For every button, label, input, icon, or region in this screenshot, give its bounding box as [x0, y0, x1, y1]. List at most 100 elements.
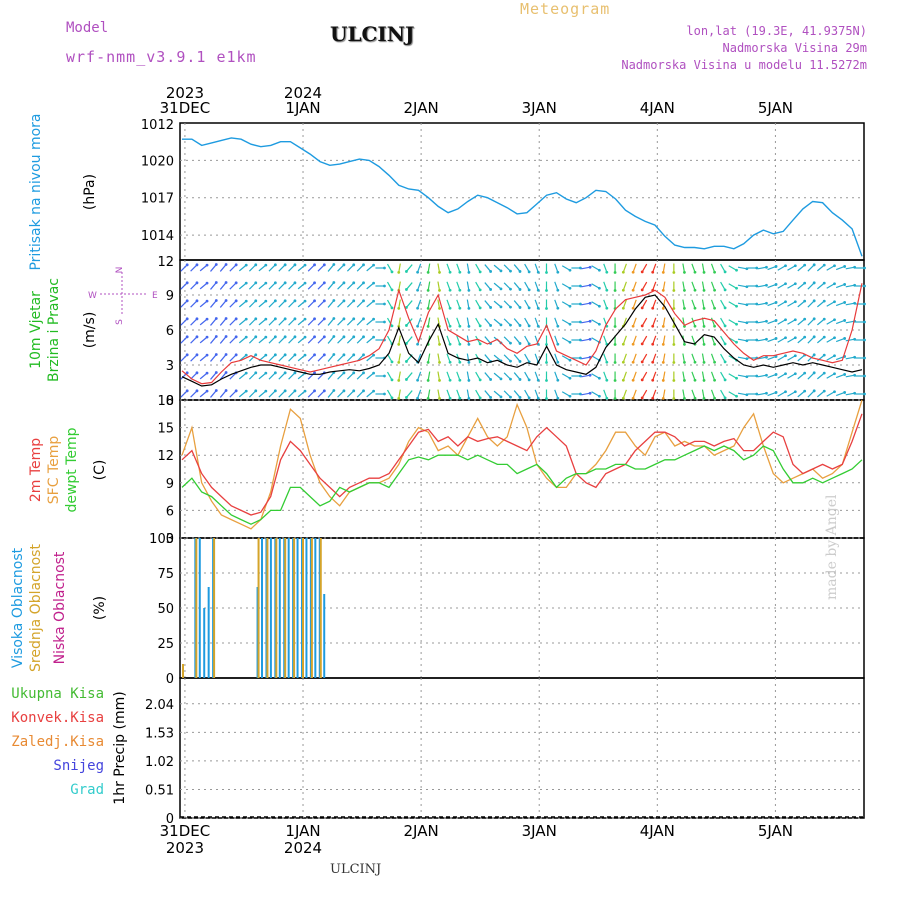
- y-tick-label: 9: [166, 289, 174, 304]
- wind-arrow: [503, 336, 511, 344]
- wind-arrow-head: [273, 389, 277, 393]
- wind-arrow-head: [244, 389, 248, 393]
- wind-arrow-head: [244, 371, 248, 375]
- wind-arrow-head: [214, 389, 218, 392]
- wind-arrow-head: [458, 378, 462, 382]
- wind-arrow: [417, 353, 422, 363]
- wind-arrow-head: [405, 270, 408, 273]
- wind-arrow: [807, 336, 815, 344]
- y-tick-label: 1.53: [145, 726, 174, 741]
- wind-arrow-head: [631, 342, 635, 346]
- y-tick-label: 100: [149, 532, 174, 547]
- wind-arrow: [484, 354, 492, 362]
- wind-arrow: [807, 354, 815, 362]
- wind-arrow: [728, 373, 737, 379]
- wind-arrow-head: [448, 378, 452, 382]
- wind-arrow: [278, 300, 286, 308]
- wind-arrow-head: [185, 263, 189, 267]
- wind-arrow: [466, 353, 470, 363]
- wind-arrow-head: [597, 376, 601, 380]
- wind-arrow: [258, 300, 267, 308]
- wind-arrow-head: [372, 317, 375, 321]
- wind-arrow: [622, 263, 627, 273]
- wind-arrow-head: [536, 288, 540, 292]
- wind-arrow: [190, 264, 198, 272]
- wind-arrow: [632, 335, 637, 345]
- wind-arrow-head: [536, 396, 540, 400]
- wind-arrow: [682, 263, 686, 273]
- wind-arrow-head: [185, 335, 189, 339]
- wind-arrow-head: [499, 323, 503, 327]
- wind-arrow-head: [702, 397, 706, 400]
- wind-arrow-head: [723, 342, 727, 346]
- wind-arrow-head: [843, 391, 847, 394]
- wind-arrow: [219, 282, 227, 290]
- wind-arrow-head: [621, 306, 625, 310]
- wind-arrow: [268, 264, 276, 272]
- wind-arrow-head: [578, 356, 582, 360]
- wind-arrow-head: [214, 335, 218, 338]
- wind-arrow-head: [605, 288, 609, 292]
- wind-arrow: [337, 264, 345, 272]
- wind-arrow: [405, 372, 413, 380]
- wind-arrow: [787, 391, 796, 397]
- wind-arrow-head: [774, 319, 778, 322]
- wind-arrow: [513, 264, 521, 272]
- wind-arrow-head: [640, 324, 644, 328]
- cloud-axis-title-low: Niska Oblacnost: [52, 551, 68, 664]
- wind-arrow: [816, 300, 825, 308]
- y-tick-label: 2.04: [145, 698, 174, 713]
- wind-arrow: [297, 318, 306, 326]
- wind-arrow-head: [205, 317, 209, 321]
- wind-arrow: [180, 336, 188, 344]
- wind-arrow-head: [254, 371, 258, 375]
- wind-arrow: [691, 281, 696, 291]
- wind-arrow: [534, 317, 539, 327]
- wind-arrow: [337, 300, 345, 308]
- wind-arrow: [317, 318, 325, 326]
- wind-arrow: [652, 335, 657, 345]
- wind-arrow: [484, 336, 492, 344]
- y-tick-label: 1020: [141, 154, 174, 169]
- wind-arrow: [346, 282, 355, 290]
- wind-arrow-head: [822, 371, 826, 375]
- wind-arrow: [826, 319, 835, 325]
- wind-arrow-head: [264, 389, 268, 393]
- wind-arrow-head: [833, 354, 836, 358]
- wind-arrow: [728, 301, 737, 307]
- wind-arrow-head: [793, 354, 797, 358]
- wind-arrow-head: [745, 393, 749, 397]
- wind-arrow-head: [205, 263, 209, 267]
- wind-arrow: [466, 281, 470, 291]
- wind-arrow-head: [640, 288, 644, 292]
- wind-gust-line: [181, 283, 863, 385]
- wind-arrow: [219, 336, 227, 344]
- wind-arrow: [493, 282, 502, 290]
- wind-arrow: [807, 390, 815, 398]
- wind-arrow-head: [556, 342, 560, 346]
- wind-arrow: [229, 354, 237, 362]
- wind-arrow-head: [438, 271, 441, 274]
- bottom-day-label: 2JAN: [404, 822, 439, 840]
- wind-arrow: [777, 319, 786, 325]
- wind-arrow: [503, 282, 511, 290]
- wind-arrow: [493, 264, 502, 272]
- wind-arrow: [446, 371, 451, 381]
- wind-arrow-head: [755, 374, 759, 378]
- wind-arrow: [845, 320, 855, 324]
- wind-arrow: [787, 355, 796, 361]
- wind-arrow-head: [397, 379, 401, 382]
- wind-arrow-head: [784, 318, 787, 322]
- wind-arrow-head: [672, 379, 676, 382]
- wind-arrow: [219, 318, 227, 326]
- wind-arrow-head: [322, 281, 326, 285]
- wind-arrow-head: [578, 320, 582, 324]
- wind-arrow: [268, 336, 276, 344]
- wind-arrow: [622, 335, 627, 345]
- temp-unit: (C): [92, 460, 108, 481]
- wind-arrow: [524, 353, 530, 363]
- wind-arrow-head: [372, 299, 375, 303]
- wind-arrow-head: [605, 360, 609, 364]
- wind-arrow: [456, 335, 461, 345]
- wind-arrow: [682, 353, 686, 363]
